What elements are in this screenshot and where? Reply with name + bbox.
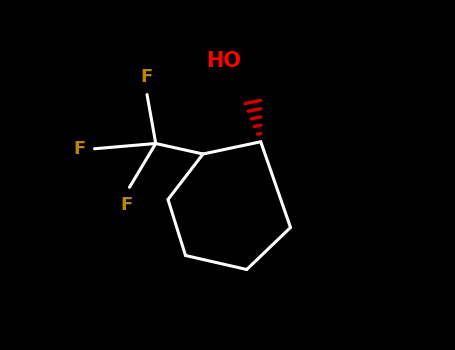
Text: F: F <box>120 196 132 214</box>
Text: F: F <box>141 68 153 86</box>
Text: F: F <box>74 140 86 158</box>
Text: HO: HO <box>207 51 242 71</box>
